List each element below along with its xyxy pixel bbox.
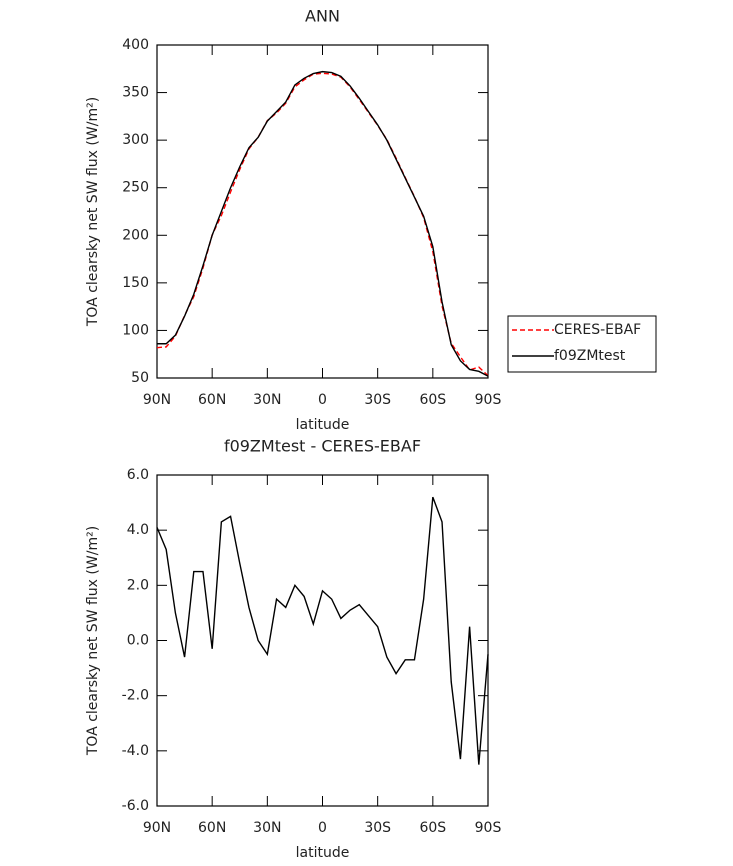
x-tick-label: 60N	[198, 820, 226, 836]
y-tick-label: 0.0	[127, 633, 149, 649]
y-tick-label: 50	[131, 370, 149, 386]
legend-label: CERES-EBAF	[554, 322, 641, 338]
data-line	[157, 70, 489, 377]
y-tick-label: 350	[122, 85, 149, 101]
chart-title: f09ZMtest - CERES-EBAF	[224, 437, 421, 456]
y-tick-label: 400	[122, 37, 149, 53]
chart-title: ANN	[305, 7, 340, 26]
x-tick-label: 30S	[364, 820, 391, 836]
y-tick-label: 2.0	[127, 577, 149, 593]
x-tick-label: 90N	[143, 820, 171, 836]
x-tick-label: 30N	[253, 820, 281, 836]
y-tick-label: -6.0	[122, 798, 149, 814]
x-axis-label: latitude	[296, 845, 350, 861]
y-tick-label: 150	[122, 275, 149, 291]
plot-frame	[156, 474, 489, 807]
y-tick-label: 300	[122, 132, 149, 148]
y-tick-label: 250	[122, 180, 149, 196]
x-tick-label: 60N	[198, 392, 226, 408]
data-line	[156, 72, 489, 377]
x-tick-label: 60S	[419, 392, 446, 408]
x-tick-label: 30N	[253, 392, 281, 408]
x-tick-label: 90S	[475, 392, 502, 408]
x-tick-label: 90S	[475, 820, 502, 836]
y-tick-label: 200	[122, 227, 149, 243]
y-tick-label: -2.0	[122, 688, 149, 704]
x-tick-label: 90N	[143, 392, 171, 408]
legend-label: f09ZMtest	[554, 348, 626, 364]
y-axis-label: TOA clearsky net SW flux (W/m²)	[85, 97, 101, 327]
y-tick-label: 6.0	[127, 467, 149, 483]
legend-box	[507, 315, 657, 373]
y-tick-label: 100	[122, 322, 149, 338]
x-tick-label: 0	[318, 392, 327, 408]
y-tick-label: -4.0	[122, 743, 149, 759]
x-axis-label: latitude	[296, 417, 350, 433]
plot-frame	[156, 44, 489, 379]
x-tick-label: 0	[318, 820, 327, 836]
x-tick-label: 60S	[419, 820, 446, 836]
x-tick-label: 30S	[364, 392, 391, 408]
y-tick-label: 4.0	[127, 522, 149, 538]
data-line	[156, 496, 489, 765]
y-axis-label: TOA clearsky net SW flux (W/m²)	[85, 526, 101, 756]
